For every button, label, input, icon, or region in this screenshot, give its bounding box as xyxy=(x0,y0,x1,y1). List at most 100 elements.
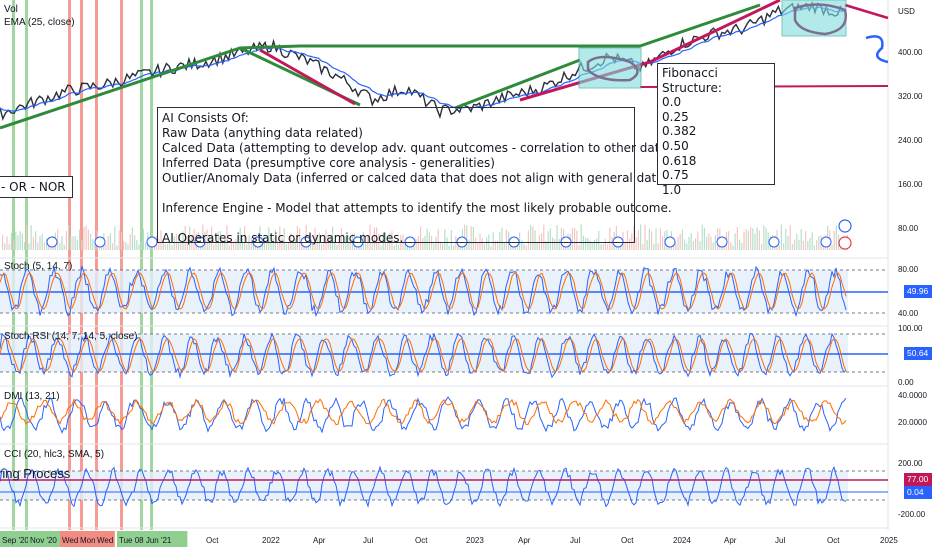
volume-bar xyxy=(580,224,582,250)
stoch-line-a xyxy=(0,265,847,318)
volume-bar xyxy=(294,238,296,250)
volume-bar xyxy=(659,228,661,250)
dividend-marker xyxy=(146,236,158,248)
volume-bar xyxy=(285,244,287,250)
volume-bar xyxy=(536,243,538,250)
volume-bar xyxy=(142,228,144,250)
logic-annotation-box[interactable]: - OR - NOR xyxy=(0,176,73,198)
volume-bar xyxy=(138,244,140,250)
stoch-value-tag: 49.96 xyxy=(904,285,932,298)
volume-bar xyxy=(811,232,813,250)
volume-bar xyxy=(556,225,558,250)
dividend-marker xyxy=(94,236,106,248)
volume-bar xyxy=(380,245,382,250)
fib-line: 0.618 xyxy=(662,153,697,168)
volume-bar xyxy=(235,239,237,250)
volume-bar xyxy=(164,244,166,250)
fib-line: 0.0 xyxy=(662,95,682,110)
volume-bar xyxy=(167,244,169,250)
volume-bar xyxy=(655,228,657,250)
volume-bar xyxy=(37,242,39,250)
volume-bar xyxy=(107,235,109,250)
volume-bar xyxy=(457,245,459,250)
volume-bar xyxy=(545,240,547,250)
vol-label: Vol xyxy=(4,4,18,15)
volume-bar xyxy=(404,244,406,250)
volume-bar xyxy=(706,236,708,250)
volume-bar xyxy=(268,227,270,250)
volume-bar xyxy=(272,238,274,250)
fib-line: Fibonacci Structure: xyxy=(662,66,722,95)
volume-bar xyxy=(657,243,659,250)
volume-bar xyxy=(283,228,285,250)
stoch-rsi-label: Stoch RSI (14, 7, 14, 5, close) xyxy=(4,331,138,342)
volume-bar xyxy=(327,236,329,250)
volume-bar xyxy=(530,225,532,250)
volume-bar xyxy=(145,242,147,250)
volume-bar xyxy=(237,232,239,250)
volume-bar xyxy=(598,230,600,250)
time-axis-highlight xyxy=(95,531,115,547)
highlight-zone xyxy=(578,47,642,89)
volume-bar xyxy=(28,243,30,250)
ai-line xyxy=(162,216,630,231)
volume-bar xyxy=(571,228,573,250)
volume-bar xyxy=(552,237,554,250)
volume-bar xyxy=(690,232,692,250)
volume-bar xyxy=(736,227,738,250)
volume-bar xyxy=(604,238,606,250)
volume-bar xyxy=(382,232,384,250)
volume-bar xyxy=(332,226,334,250)
volume-bar xyxy=(585,237,587,250)
volume-bar xyxy=(798,239,800,250)
volume-bar xyxy=(228,245,230,250)
volume-bar xyxy=(686,243,688,250)
fib-line: 0.50 xyxy=(662,138,689,153)
volume-bar xyxy=(503,243,505,250)
volume-bar xyxy=(521,240,523,250)
volume-bar xyxy=(94,241,96,250)
ai-line: Calced Data (attempting to develop adv. … xyxy=(162,141,672,155)
volume-bar xyxy=(477,242,479,250)
volume-bar xyxy=(646,240,648,250)
volume-bar xyxy=(153,245,155,250)
volume-bar xyxy=(741,242,743,250)
volume-bar xyxy=(321,244,323,250)
dmi-minus-line xyxy=(0,398,847,426)
volume-bar xyxy=(391,231,393,250)
volume-bar xyxy=(809,237,811,250)
volume-bar xyxy=(46,238,48,250)
volume-bar xyxy=(752,228,754,250)
volume-bar xyxy=(6,236,8,250)
volume-bar xyxy=(783,243,785,250)
volume-bar xyxy=(255,244,257,250)
volume-bar xyxy=(714,234,716,250)
volume-bar xyxy=(754,233,756,250)
volume-bar xyxy=(730,241,732,250)
ema-line xyxy=(0,6,844,112)
volume-bar xyxy=(791,243,793,250)
volume-bar xyxy=(129,234,131,250)
volume-bar xyxy=(607,244,609,250)
fibonacci-annotation-box[interactable]: Fibonacci Structure: 0.0 0.25 0.382 0.50… xyxy=(657,63,775,197)
volume-bar xyxy=(415,239,417,250)
volume-bar xyxy=(541,233,543,250)
volume-bar xyxy=(747,230,749,250)
volume-bar xyxy=(76,240,78,250)
volume-bar xyxy=(398,244,400,250)
volume-bar xyxy=(299,228,301,250)
volume-bar xyxy=(118,230,120,250)
stoch-label: Stoch (5, 14, 7) xyxy=(4,261,73,272)
volume-bar xyxy=(450,230,452,250)
time-axis-tick: Oct xyxy=(206,536,219,545)
volume-bar xyxy=(596,238,598,250)
volume-bar xyxy=(422,238,424,250)
time-axis-highlight xyxy=(78,531,98,547)
volume-bar xyxy=(635,237,637,250)
volume-bar xyxy=(519,232,521,250)
volume-bar xyxy=(26,225,28,250)
volume-bar xyxy=(2,235,4,250)
ai-annotation-box[interactable]: AI Consists Of: Raw Data (anything data … xyxy=(157,107,672,245)
